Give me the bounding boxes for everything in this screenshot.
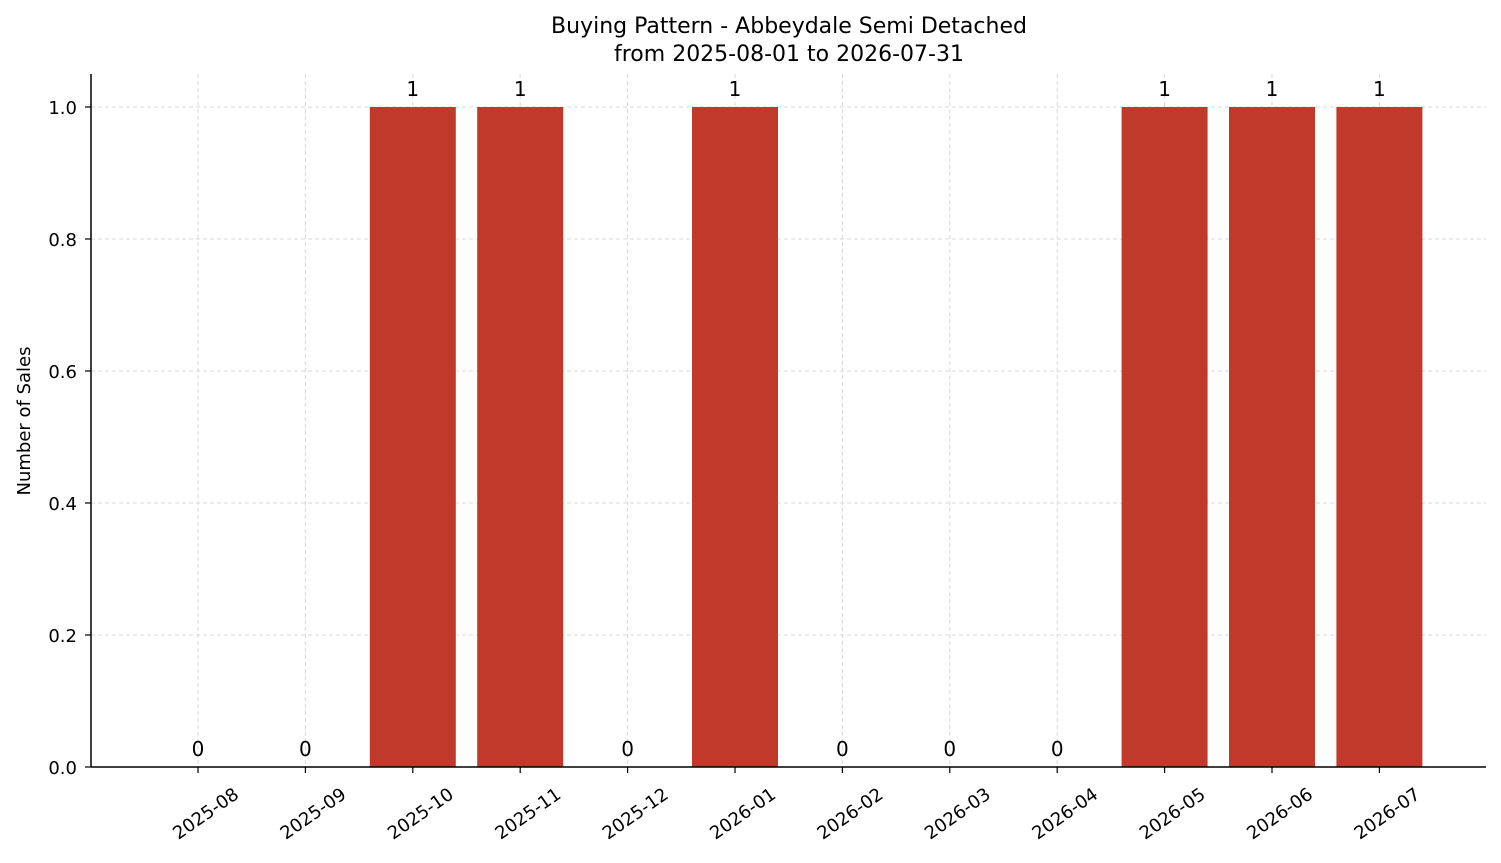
x-tick-label: 2026-01 [706,784,780,844]
x-tick-label: 2026-03 [921,784,995,844]
chart-subtitle: from 2025-08-01 to 2026-07-31 [614,42,964,67]
bar [1229,107,1315,767]
x-tick-label: 2026-02 [814,784,888,844]
bars [369,107,1423,767]
x-tick-label: 2026-06 [1243,784,1317,844]
data-label: 1 [1266,77,1279,101]
x-tick-label: 2026-04 [1028,784,1102,844]
y-tick-label: 0.2 [48,626,77,647]
bar [1121,107,1208,767]
y-tick-label: 0.6 [48,362,77,383]
x-tick-label: 2025-12 [599,784,673,844]
y-axis-label: Number of Sales [14,346,35,495]
bar [477,107,564,767]
x-axis-ticks: 2025-08 2025-09 2025-10 2025-11 2025-12 2026-… [169,767,1424,844]
data-label: 1 [729,77,742,101]
data-label: 0 [621,737,634,761]
data-label: 1 [1373,77,1386,101]
bar [369,107,456,767]
axes [90,74,1486,768]
data-label: 0 [299,737,312,761]
data-label: 1 [514,77,527,101]
y-tick-label: 0.4 [48,494,77,515]
bar [1336,107,1423,767]
y-tick-label: 0.0 [48,758,77,779]
bar [692,107,778,767]
x-tick-label: 2025-08 [169,784,243,844]
y-tick-label: 1.0 [48,98,77,119]
x-tick-label: 2025-11 [491,784,565,844]
x-tick-label: 2026-05 [1136,784,1210,844]
data-label: 1 [406,77,419,101]
data-label: 0 [1051,737,1064,761]
x-tick-label: 2025-10 [384,784,458,844]
x-tick-label: 2026-07 [1351,784,1425,844]
chart-title: Buying Pattern - Abbeydale Semi Detached [551,14,1027,39]
data-label: 0 [836,737,849,761]
x-tick-label: 2025-09 [277,784,351,844]
data-labels: 0 0 1 1 0 1 0 0 0 1 1 1 [192,77,1386,761]
y-tick-label: 0.8 [48,230,77,251]
y-axis-ticks: 0.0 0.2 0.4 0.6 0.8 1.0 [48,98,91,779]
data-label: 0 [943,737,956,761]
data-label: 0 [192,737,205,761]
data-label: 1 [1158,77,1171,101]
